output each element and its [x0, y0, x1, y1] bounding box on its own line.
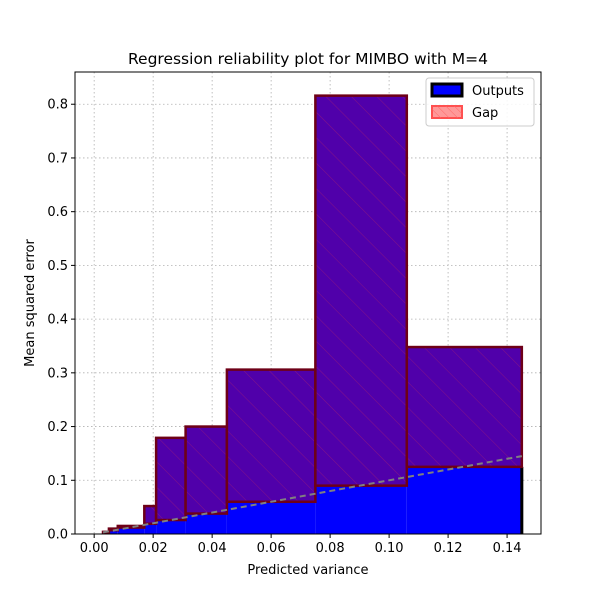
x-tick-label: 0.14 — [493, 541, 522, 556]
y-axis-label: Mean squared error — [23, 239, 38, 367]
y-axis-ticks: 0.0 0.1 0.2 0.3 0.4 0.5 0.6 0.7 0.8 — [47, 98, 75, 543]
output-bar — [226, 501, 316, 534]
gap-bars — [101, 94, 524, 534]
plot-frame — [74, 71, 542, 535]
output-bar — [315, 485, 407, 534]
legend-swatch-outputs — [430, 82, 464, 98]
y-tick-label: 0.1 — [47, 474, 68, 489]
output-bar — [185, 513, 227, 534]
y-tick-label: 0.5 — [47, 259, 68, 274]
gap-bar-hatch — [226, 369, 316, 502]
x-tick-label: 0.08 — [316, 541, 345, 556]
y-tick-label: 0.6 — [47, 205, 68, 220]
y-tick-label: 0.3 — [47, 366, 68, 381]
gap-bar-hatch — [185, 426, 227, 514]
x-axis-label: Predicted variance — [247, 563, 368, 578]
x-tick-label: 0.10 — [375, 541, 404, 556]
y-tick-label: 0.2 — [47, 420, 68, 435]
y-tick-label: 0.7 — [47, 151, 68, 166]
x-tick-label: 0.04 — [198, 541, 227, 556]
y-tick-label: 0.8 — [47, 98, 68, 113]
x-tick-label: 0.06 — [257, 541, 286, 556]
chart-title: Regression reliability plot for MIMBO wi… — [128, 50, 488, 68]
diagonal-line — [102, 455, 523, 534]
gap-bar-hatch — [156, 437, 186, 521]
gap-bar-hatch — [406, 347, 522, 467]
y-tick-label: 0.0 — [47, 528, 68, 543]
x-tick-label: 0.00 — [80, 541, 109, 556]
gap-bar-edge — [116, 524, 146, 529]
perfect-calibration-line — [102, 455, 523, 534]
legend-label-gap: Gap — [472, 106, 498, 121]
x-axis-ticks: 0.00 0.02 0.04 0.06 0.08 0.10 0.12 0.14 — [80, 534, 522, 556]
output-bar — [406, 466, 522, 534]
gap-bar-hatch — [315, 95, 407, 486]
gap-bar-edge — [405, 345, 524, 469]
outputs-bars — [103, 466, 524, 534]
x-tick-label: 0.12 — [434, 541, 463, 556]
output-bar — [144, 523, 157, 534]
legend-label-outputs: Outputs — [472, 84, 524, 99]
legend: Outputs Gap — [425, 77, 535, 127]
output-bar — [108, 530, 118, 534]
y-tick-label: 0.4 — [47, 313, 68, 328]
legend-swatch-gap-hatch — [432, 106, 462, 118]
output-bar — [156, 520, 186, 534]
output-bar — [117, 527, 145, 534]
gap-bar-hatch — [144, 506, 157, 524]
x-tick-label: 0.02 — [139, 541, 168, 556]
